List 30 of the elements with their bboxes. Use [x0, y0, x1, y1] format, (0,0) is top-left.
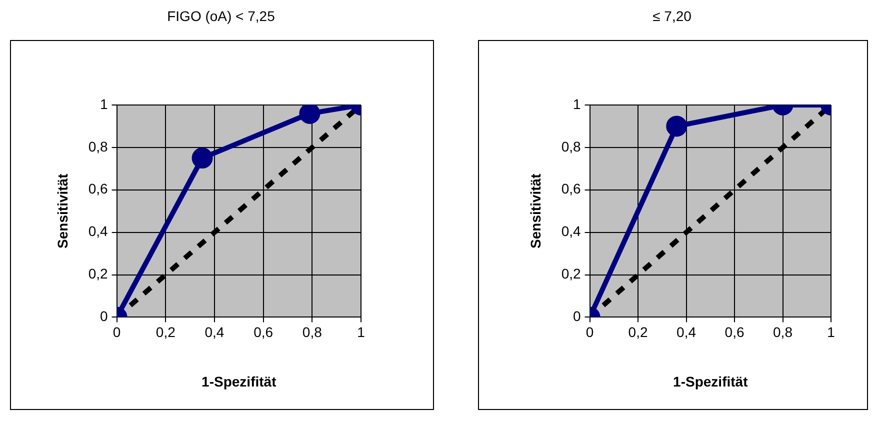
- x-tick-label: 0,2: [156, 324, 176, 340]
- x-tick-label: 0,2: [628, 324, 648, 340]
- x-tick-label: 0,8: [773, 324, 793, 340]
- chart-title: ≤ 7,20: [652, 8, 692, 24]
- x-axis-title: 1-Spezifität: [673, 373, 748, 390]
- x-tick-label: 1: [357, 324, 366, 340]
- y-tick-label: 0,2: [561, 266, 582, 282]
- y-axis-title: Sensitivität: [54, 173, 70, 248]
- x-axis-title: 1-Spezifität: [202, 373, 277, 390]
- chart-title: FIGO (oA) < 7,25: [166, 8, 276, 24]
- y-tick-label: 0,8: [561, 138, 582, 154]
- x-tick-label: 1: [827, 324, 836, 340]
- x-tick-label: 0: [112, 324, 121, 340]
- y-tick-label: 0,6: [561, 180, 582, 197]
- y-tick-label: 0,4: [88, 223, 108, 240]
- y-tick-label: 0,2: [88, 266, 108, 282]
- x-tick-label: 0,4: [204, 324, 224, 340]
- x-tick-label: 0: [586, 324, 594, 340]
- y-tick-label: 0,4: [561, 223, 582, 240]
- y-tick-label: 1: [100, 96, 108, 112]
- y-axis-title: Sensitivität: [527, 173, 544, 248]
- x-tick-label: 0,6: [724, 324, 744, 340]
- y-tick-label: 0,8: [88, 138, 108, 154]
- y-tick-label: 1: [573, 96, 582, 112]
- x-tick-label: 0,4: [676, 324, 696, 340]
- y-tick-label: 0,6: [88, 180, 108, 197]
- y-tick-label: 0: [100, 308, 108, 324]
- x-tick-label: 0,8: [302, 324, 322, 340]
- y-tick-label: 0: [573, 308, 582, 324]
- x-tick-label: 0,6: [254, 324, 274, 340]
